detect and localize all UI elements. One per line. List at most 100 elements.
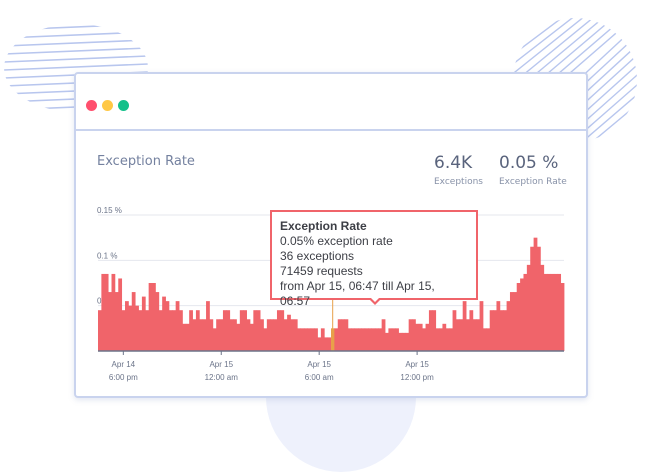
bar [219,319,224,351]
window-minimize-button[interactable] [102,100,113,111]
stat-exceptions: 6.4K Exceptions [434,153,483,187]
bar [195,310,200,351]
bar [557,273,562,351]
stat-exception-rate-value: 0.05 % [499,153,559,173]
window-titlebar [76,74,586,131]
bar [206,301,210,351]
bar [158,310,163,351]
bar [415,323,420,351]
bar [293,319,298,351]
bar [506,301,511,351]
tooltip-title: Exception Rate [280,219,367,233]
bar [493,310,497,351]
bar [172,310,177,351]
bar [128,305,133,351]
bar [435,328,440,351]
bar [401,332,406,351]
bar [121,310,126,351]
bar [175,301,180,351]
bar [371,328,376,351]
tooltip-exceptions: 36 exceptions [280,249,355,263]
window-close-button[interactable] [86,100,97,111]
bar [368,328,372,351]
stat-exceptions-value: 6.4K [434,153,473,173]
bar [202,319,207,351]
bar [428,310,433,351]
bar [489,310,494,351]
bar [138,310,143,351]
bar [543,273,548,351]
bar [486,328,491,351]
bar [233,319,237,351]
bar [523,273,528,351]
bar [216,319,220,351]
bar [530,246,535,351]
stat-exception-rate-label: Exception Rate [499,177,567,187]
bar [553,273,558,351]
bar [479,301,484,351]
bar [317,337,322,351]
y-tick-label: 0.15 % [97,206,122,215]
bar [179,310,183,351]
bar [540,264,545,351]
bar [516,283,521,351]
bar [270,319,274,351]
stat-exception-rate: 0.05 % Exception Rate [499,153,567,187]
bar [236,323,241,351]
bar [550,273,555,351]
bar [449,328,453,351]
bar [148,283,153,351]
bar [297,328,302,351]
x-tick-date: Apr 15 [209,360,233,369]
bar [466,319,470,351]
bar [145,310,150,351]
bar [152,283,156,351]
bar [341,319,345,351]
stat-exceptions-label: Exceptions [434,177,483,187]
bar [509,292,514,351]
bar [209,319,214,351]
bar [560,283,565,351]
bar [388,328,393,351]
x-tick-time: 12:00 am [205,373,239,382]
tooltip-range: from Apr 15, 06:47 till Apr 15, 06:57 [280,279,435,308]
tooltip-requests: 71459 requests [280,264,363,278]
bar [526,264,531,351]
bar [101,273,106,351]
bar [324,337,329,351]
bar [314,328,318,351]
bar [459,319,464,351]
tooltip-rate: 0.05% exception rate [280,234,393,248]
bar [327,337,332,351]
x-tick-time: 12:00 pm [400,373,434,382]
bar [378,328,383,351]
bar [354,328,359,351]
bar [469,310,474,351]
window-maximize-button[interactable] [118,100,129,111]
bar [256,310,261,351]
bar [439,328,443,351]
bar [239,310,244,351]
bar [347,328,352,351]
bar [405,332,410,351]
bar [381,319,386,351]
bar [344,319,349,351]
x-tick-time: 6:00 am [305,373,334,382]
bar [98,310,102,351]
bar [425,323,430,351]
bar [114,292,119,351]
bar [533,237,538,351]
bar [141,296,146,351]
bar [364,328,369,351]
bar [276,310,281,351]
bar [320,328,325,351]
bar [108,292,112,351]
bar [422,328,426,351]
bar [472,319,477,351]
bar [334,328,339,351]
bar [199,319,204,351]
bar [432,310,437,351]
chart-tooltip: Exception Rate 0.05% exception rate 36 e… [270,210,478,308]
bar [283,319,288,351]
